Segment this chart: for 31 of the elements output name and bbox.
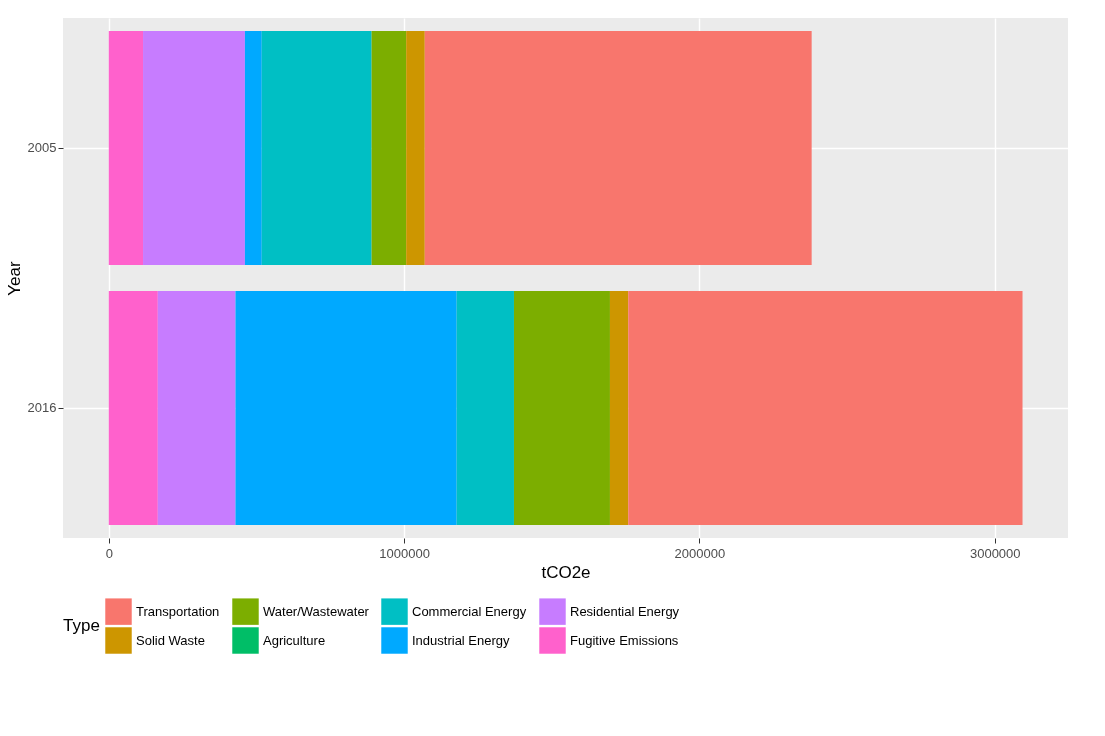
bar (424, 31, 812, 265)
bar (371, 31, 407, 265)
bar (609, 291, 629, 525)
x-tick-label: 0 (105, 545, 113, 561)
x-tick-label: 1000000 (379, 545, 430, 561)
x-tick-label: 2000000 (674, 545, 726, 561)
bar (108, 31, 144, 265)
bar (406, 31, 425, 265)
bar (143, 31, 245, 265)
legend-label: Agriculture (263, 632, 326, 648)
legend-label: Residential Energy (570, 603, 680, 619)
y-axis-title: Year (4, 260, 24, 296)
legend-title: Type (63, 616, 100, 635)
bar (244, 31, 262, 265)
bar (108, 291, 158, 525)
y-tick-label: 2005 (27, 140, 57, 155)
bar (513, 291, 610, 525)
bar (157, 291, 236, 525)
legend-label: Solid Waste (136, 632, 205, 648)
bar (235, 291, 457, 525)
legend-label: Transportation (136, 603, 220, 619)
y-tick-label: 2016 (27, 400, 57, 415)
legend-label: Fugitive Emissions (570, 632, 679, 648)
legend-label: Water/Wastewater (263, 603, 370, 619)
x-axis-title: tCO2e (541, 562, 591, 582)
legend-label: Commercial Energy (412, 603, 527, 619)
bar (261, 31, 372, 265)
legend-label: Industrial Energy (412, 632, 511, 648)
x-tick-label: 3000000 (969, 545, 1021, 561)
bar (456, 291, 514, 525)
bar (628, 291, 1023, 525)
